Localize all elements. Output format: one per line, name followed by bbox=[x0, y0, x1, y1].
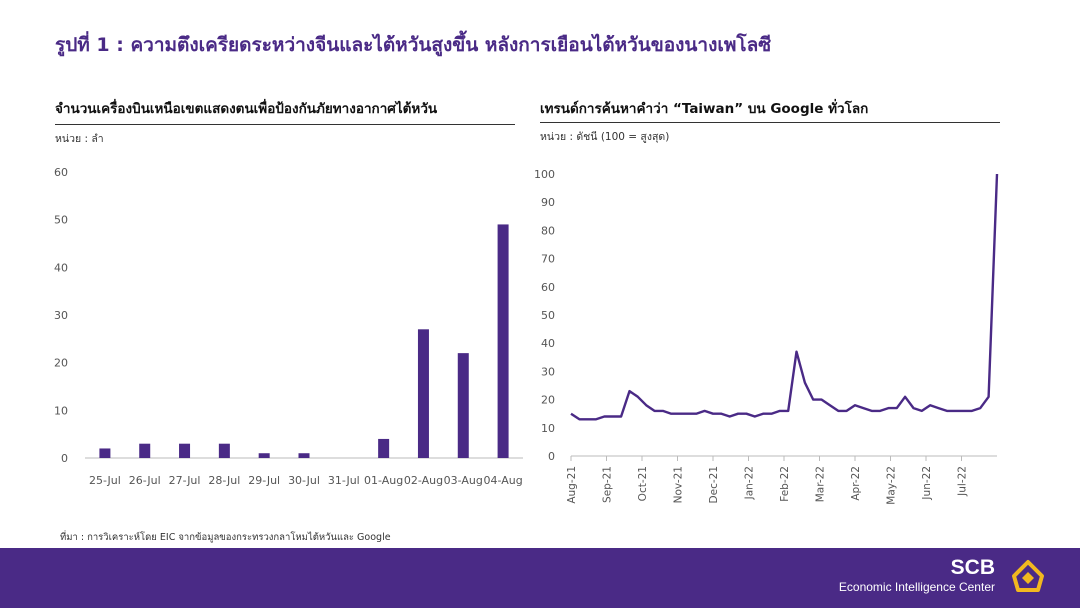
bar bbox=[139, 443, 151, 458]
y-tick-label: 90 bbox=[541, 196, 555, 209]
x-tick-label: Jan-22 bbox=[744, 466, 756, 500]
y-tick-label: 60 bbox=[54, 166, 68, 179]
x-tick-label: 27-Jul bbox=[169, 474, 201, 487]
y-tick-label: 10 bbox=[54, 404, 68, 417]
x-tick-label: 02-Aug bbox=[404, 474, 443, 487]
line-chart: 0 10 20 30 40 50 60 70 80 90 100 Aug-21 Sep-21 Oct-21… bbox=[534, 168, 999, 505]
y-tick-label: 30 bbox=[54, 309, 68, 322]
bar bbox=[417, 329, 429, 458]
x-tick-label: 03-Aug bbox=[444, 474, 483, 487]
bar bbox=[218, 443, 230, 458]
bar-chart-title-rule bbox=[55, 124, 515, 125]
footer-brand: SCB bbox=[950, 556, 995, 579]
bar bbox=[378, 438, 390, 458]
x-tick-label: Jul-22 bbox=[957, 466, 969, 497]
x-tick-label: Sep-21 bbox=[602, 466, 614, 503]
bar bbox=[298, 453, 310, 458]
bar-chart-title: จำนวนเครื่องบินเหนือเขตแสดงตนเพื่อป้องกั… bbox=[55, 101, 438, 117]
bar bbox=[497, 224, 509, 458]
footer-bar bbox=[0, 548, 1080, 608]
y-tick-label: 60 bbox=[541, 281, 555, 294]
y-tick-label: 100 bbox=[534, 168, 555, 181]
y-tick-label: 0 bbox=[548, 450, 555, 463]
y-tick-label: 0 bbox=[61, 452, 68, 465]
x-tick-label: 28-Jul bbox=[208, 474, 240, 487]
line-chart-title: เทรนด์การค้นหาคำว่า “Taiwan” บน Google ท… bbox=[540, 101, 869, 117]
x-tick-label: 31-Jul bbox=[328, 474, 360, 487]
bar bbox=[99, 448, 111, 458]
x-tick-label: 26-Jul bbox=[129, 474, 161, 487]
x-tick-label: 01-Aug bbox=[364, 474, 403, 487]
line-chart-title-rule bbox=[540, 122, 1000, 123]
bar-chart-unit: หน่วย : ลำ bbox=[55, 133, 104, 145]
y-tick-label: 50 bbox=[54, 214, 68, 227]
x-tick-label: Apr-22 bbox=[850, 466, 862, 501]
y-tick-label: 20 bbox=[541, 394, 555, 407]
x-tick-label: Feb-22 bbox=[779, 466, 791, 502]
x-tick-label: 04-Aug bbox=[483, 474, 522, 487]
source-note: ที่มา : การวิเคราะห์โดย EIC จากข้อมูลของ… bbox=[60, 532, 391, 543]
y-tick-label: 40 bbox=[541, 337, 555, 350]
x-tick-label: Aug-21 bbox=[566, 466, 578, 504]
y-tick-label: 40 bbox=[54, 261, 68, 274]
main-title: รูปที่ 1 : ความตึงเครียดระหว่างจีนและไต้… bbox=[55, 34, 772, 56]
y-tick-label: 70 bbox=[541, 253, 555, 266]
y-tick-label: 30 bbox=[541, 365, 555, 378]
x-tick-label: 30-Jul bbox=[288, 474, 320, 487]
bar bbox=[179, 443, 191, 458]
x-tick-label: May-22 bbox=[886, 466, 898, 505]
bar bbox=[457, 353, 469, 458]
footer-subtitle: Economic Intelligence Center bbox=[838, 580, 995, 594]
y-tick-label: 10 bbox=[541, 422, 555, 435]
series-line bbox=[570, 173, 999, 421]
x-tick-label: Dec-21 bbox=[708, 466, 720, 503]
bar-chart: 0 10 20 30 40 50 60 25-Jul 26-Jul 27-Jul 28-Jul 29-… bbox=[54, 166, 523, 487]
x-tick-label: Jun-22 bbox=[921, 466, 933, 501]
x-tick-label: Nov-21 bbox=[673, 466, 685, 503]
bar bbox=[258, 453, 270, 458]
x-tick-label: Mar-22 bbox=[815, 466, 827, 502]
line-chart-unit: หน่วย : ดัชนี (100 = สูงสุด) bbox=[540, 131, 670, 143]
x-tick-label: 29-Jul bbox=[248, 474, 280, 487]
y-tick-label: 20 bbox=[54, 357, 68, 370]
y-tick-label: 50 bbox=[541, 309, 555, 322]
scb-logo-icon bbox=[1012, 560, 1044, 592]
y-tick-label: 80 bbox=[541, 224, 555, 237]
x-tick-label: 25-Jul bbox=[89, 474, 121, 487]
x-tick-label: Oct-21 bbox=[637, 466, 649, 501]
